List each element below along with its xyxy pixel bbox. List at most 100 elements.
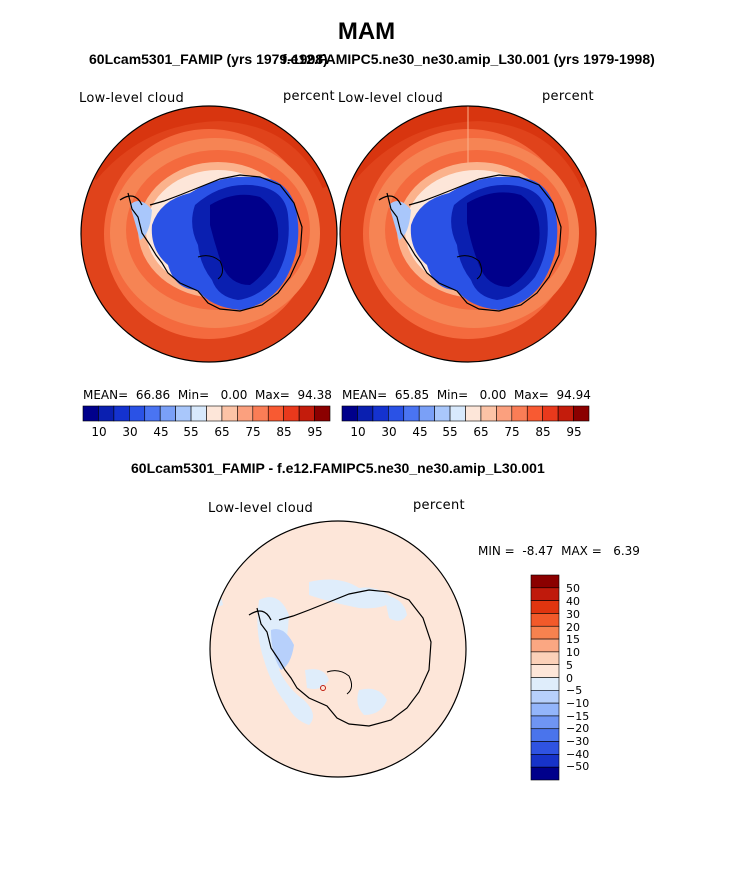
left-min-value: 0.00 [220,388,248,402]
negative-anomaly [257,597,313,725]
left-colorbar-tick: 55 [183,425,199,439]
left-colorbar-tick: 85 [276,425,292,439]
right-colorbar-tick: 45 [412,425,428,439]
right-max-value: 94.94 [556,388,591,402]
colorbar-swatch [573,405,590,422]
colorbar-swatch [82,405,99,422]
diff-colorbar-tick: 0 [566,672,573,685]
right-colorbar-tick: 95 [566,425,582,439]
left-min-label: Min= [177,388,210,402]
left-max-label: Max= [255,388,290,402]
left-colorbar-tick: 30 [122,425,138,439]
left-polar-map [80,105,338,363]
colorbar-swatch [530,625,560,640]
colorbar-swatch [449,405,466,422]
diff-colorbar-tick: 40 [566,595,580,608]
colorbar-swatch [526,405,543,422]
colorbar-swatch [530,728,560,742]
left-units-label: percent [283,89,335,104]
left-panel-subtitle: 60Lcam5301_FAMIP (yrs 1979-1998) [89,51,328,67]
colorbar-swatch [530,766,560,781]
colorbar-swatch [480,405,497,422]
coastline [256,589,432,727]
diff-colorbar-tick: 5 [566,659,573,672]
figure-title: MAM [337,18,396,45]
diff-colorbar-tick: −5 [566,684,583,697]
left-colorbar-tick: 10 [91,425,107,439]
colorbar-swatch [144,405,161,422]
left-mean-label: MEAN= [83,388,129,402]
diff-min-label: MIN = [478,544,515,558]
colorbar-swatch [372,405,389,422]
right-min-value: 0.00 [479,388,507,402]
diff-colorbar-tick: −30 [566,735,590,748]
colorbar-swatch [542,405,559,422]
colorbar-swatch [298,405,315,422]
colorbar-swatch [557,405,574,422]
diff-min-value: -8.47 [522,544,554,558]
colorbar-swatch [403,405,420,422]
right-max-label: Max= [514,388,549,402]
colorbar-swatch [530,574,560,589]
right-panel-subtitle: f.e12.FAMIPC5.ne30_ne30.amip_L30.001 (yr… [282,51,655,67]
diff-max-label: MAX = [561,544,602,558]
diff-max-value: 6.39 [613,544,640,558]
colorbar-swatch [221,405,238,422]
right-mean-label: MEAN= [342,388,388,402]
left-colorbar-tick: 65 [214,425,230,439]
colorbar-swatch [159,405,176,422]
colorbar-swatch [283,405,300,422]
colorbar-swatch [530,690,560,704]
diff-panel-subtitle: 60Lcam5301_FAMIP - f.e12.FAMIPC5.ne30_ne… [131,460,545,476]
right-variable-label: Low-level cloud [338,91,444,106]
diff-colorbar-tick: −10 [566,697,590,710]
colorbar-swatch [237,405,254,422]
diff-units-label: percent [413,498,465,513]
colorbar-swatch [341,405,358,422]
colorbar-swatch [530,677,560,691]
colorbar-swatch [252,405,269,422]
near-zero-field [210,521,466,777]
diff-colorbar-tick: 20 [566,621,580,634]
right-colorbar [341,405,590,422]
left-colorbar [82,405,331,422]
colorbar-swatch [511,405,528,422]
right-stats: MEAN= 65.85 Min= 0.00 Max= 94.94 [342,388,591,402]
colorbar-swatch [267,405,284,422]
coastline [127,174,303,312]
right-colorbar-tick: 30 [381,425,397,439]
diff-colorbar-tick: 15 [566,633,580,646]
colorbar-swatch [357,405,374,422]
colorbar-swatch [530,715,560,730]
diff-colorbar-tick: 30 [566,608,580,621]
diff-colorbar-tick: −20 [566,722,590,735]
coastline [386,174,562,312]
colorbar-swatch [530,702,560,717]
diff-variable-label: Low-level cloud [208,501,314,516]
diff-colorbar [530,574,560,781]
right-colorbar-tick: 65 [473,425,489,439]
colorbar-swatch [530,664,560,678]
colorbar-swatch [496,405,513,422]
colorbar-swatch [113,405,130,422]
difference-polar-map [209,520,467,778]
colorbar-swatch [418,405,435,422]
right-colorbar-tick: 85 [535,425,551,439]
colorbar-swatch [530,600,560,614]
colorbar-swatch [530,587,560,601]
diff-colorbar-tick: 10 [566,646,580,659]
colorbar-swatch [465,405,482,422]
colorbar-swatch [434,405,451,422]
right-colorbar-tick: 75 [504,425,520,439]
colorbar-swatch [530,741,560,755]
right-units-label: percent [542,89,594,104]
colorbar-swatch [175,405,192,422]
colorbar-swatch [530,638,560,653]
colorbar-swatch [388,405,405,422]
right-colorbar-tick: 55 [442,425,458,439]
diff-colorbar-tick: −40 [566,748,590,761]
left-mean-value: 66.86 [135,388,171,402]
right-polar-map [339,105,597,363]
diff-stats: MIN = -8.47 MAX = 6.39 [478,544,640,558]
colorbar-swatch [190,405,207,422]
